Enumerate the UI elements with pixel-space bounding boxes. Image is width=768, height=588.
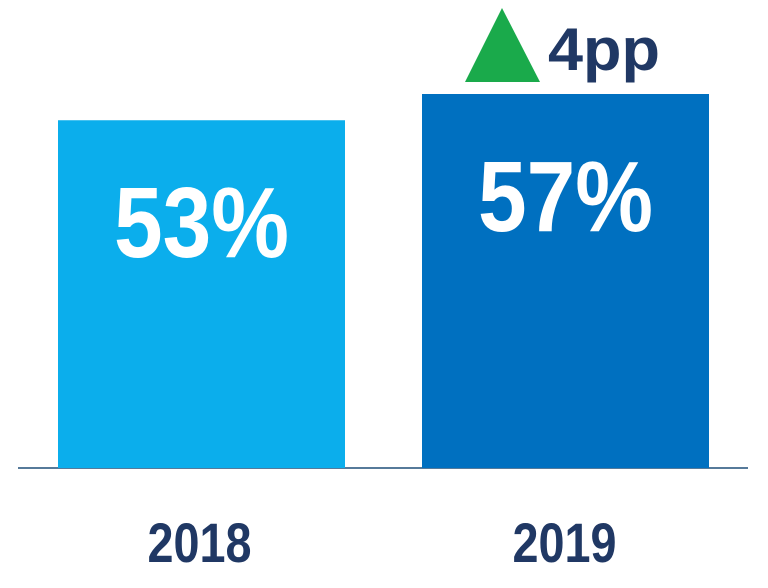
bar [422,94,709,468]
value-label: 57% [478,141,653,253]
x-tick-label: 2019 [513,511,617,574]
value-label: 53% [114,167,289,279]
up-arrow-icon [465,8,540,82]
x-tick-label: 2018 [148,511,252,574]
bar [58,120,345,469]
annotation: 4pp [548,16,660,83]
